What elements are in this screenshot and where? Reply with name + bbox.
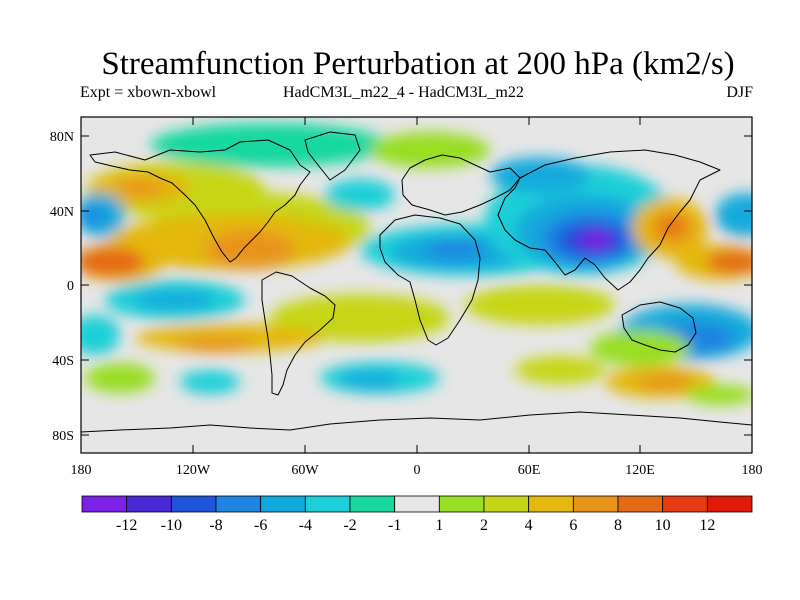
colorbar-label: 10 [655,517,671,534]
model-comparison-label: HadCM3L_m22_4 - HadCM3L_m22 [283,84,524,101]
field-southern-ocean-core [637,374,693,390]
colorbar-labels: -12 -10 -8 -6 -4 -2 -1 1 2 4 6 8 10 12 [116,517,715,534]
coast-south-america [261,271,336,396]
coast-africa [379,214,481,346]
field-south-atlantic-core [340,371,400,389]
field-south-pacific-core [135,290,215,310]
coastlines [81,131,752,433]
coast-antarctica [81,411,752,433]
colorbar-swatch [304,495,351,513]
field-southwest-pacific-low [81,315,120,355]
colorbar-label: -12 [116,517,137,534]
field-australia-positive [590,330,690,366]
colorbar-label: 2 [480,517,488,534]
field-south-pacific-positive [85,363,155,393]
colorbar-label: -2 [343,517,356,534]
field-europe-positive [370,132,490,168]
field-america-high [205,230,295,270]
field-indian-positive [465,285,615,325]
colorbar-swatch [170,495,217,513]
lat-label-0: 0 [67,279,74,294]
field-southeast-pacific-low [180,370,240,394]
experiment-label: Expt = xbown-xbowl [80,84,217,101]
colorbar-label: 8 [614,517,622,534]
colorbar-swatch [349,495,396,513]
lon-label-0: 0 [414,463,421,478]
colorbar-label: -6 [254,517,267,534]
colorbar-label: 1 [435,517,443,534]
colorbar-label: -1 [388,517,401,534]
colorbar-label: -4 [299,517,312,534]
field-south-america-core [175,337,255,353]
colorbar-swatch [81,495,128,513]
field-central-pacific-core [707,250,752,274]
lat-label-80n: 80N [50,130,74,145]
colorbar-swatch [394,495,440,513]
field-japan-core [660,218,684,234]
coast-asia [497,149,721,291]
season-label: DJF [726,84,753,101]
field-east-pacific-high [81,247,145,277]
lon-labels: 180 120W 60W 0 60E 120E 180 [71,463,763,478]
colorbar-swatch [260,495,306,513]
colorbar-swatch [706,495,753,513]
plot-title: Streamfunction Perturbation at 200 hPa (… [101,46,735,82]
lon-label-120e: 120E [625,463,655,478]
field-layer [81,123,752,405]
colorbar-label: 4 [525,517,533,534]
lat-labels: 80N 40N 0 40S 80S [50,130,74,444]
lon-label-60e: 60E [518,463,541,478]
field-north-pacific-low-core [81,205,104,225]
field-tropical-band-core [425,240,485,260]
colorbar-label: 6 [569,517,577,534]
colorbar-swatch [662,495,708,513]
field-north-pacific-low [715,193,752,237]
colorbar-label: 12 [699,517,715,534]
colorbar-swatch [483,495,530,513]
lon-label-180e: 180 [742,463,763,478]
field-southern-ocean-positive [685,385,752,405]
field-arctic-low [150,123,390,167]
lon-label-180w: 180 [71,463,92,478]
colorbar-swatch [215,495,262,513]
coast-north-america [89,139,311,263]
lat-label-80s: 80S [52,429,74,444]
colorbar [81,495,753,513]
field-north-pacific-core [115,180,165,196]
field-south-atlantic-positive [270,294,450,342]
colorbar-swatch [126,495,172,513]
colorbar-label: -10 [161,517,182,534]
field-siberia-low [490,157,590,193]
field-south-indian-positive [515,356,605,384]
field-north-atlantic-low [325,179,395,211]
coast-australia [621,301,697,353]
colorbar-swatch [617,495,664,513]
colorbar-label: -8 [209,517,222,534]
colorbar-swatch [528,495,574,513]
lon-label-60w: 60W [291,463,319,478]
lat-label-40n: 40N [50,205,74,220]
coast-greenland [304,131,361,181]
lon-label-120w: 120W [176,463,211,478]
colorbar-swatch [438,495,485,513]
coast-europe [401,154,521,216]
colorbar-swatch [572,495,619,513]
lat-label-40s: 40S [52,354,74,369]
axis-ticks [81,117,752,453]
field-asia-max [583,232,611,248]
